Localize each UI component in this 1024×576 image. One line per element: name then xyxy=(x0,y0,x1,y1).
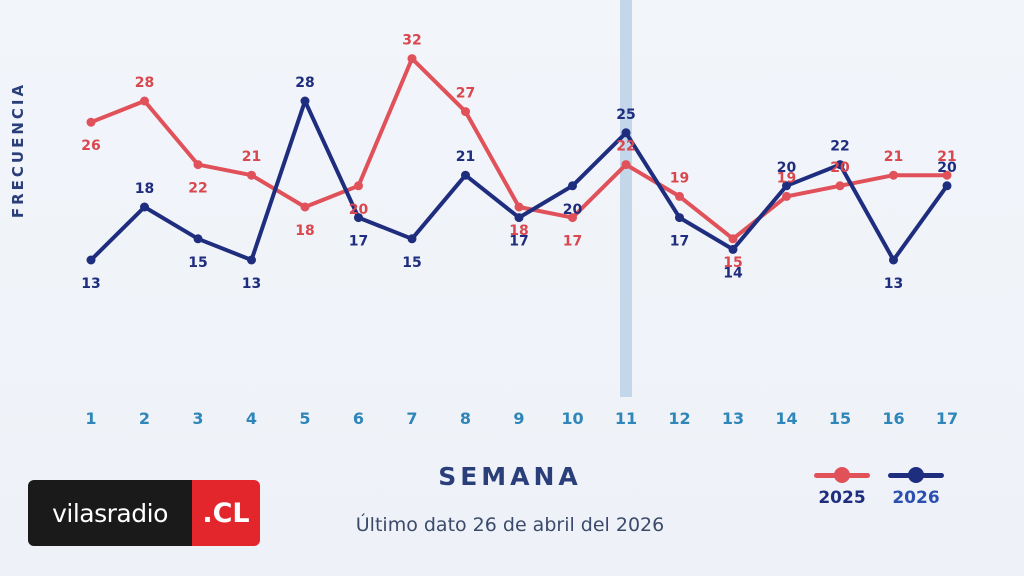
x-tick-label: 2 xyxy=(139,409,150,428)
x-tick-label: 14 xyxy=(775,409,797,428)
data-point-2025 xyxy=(889,170,898,180)
data-point-2026 xyxy=(354,213,363,223)
data-label-2025: 27 xyxy=(456,86,475,102)
data-label-2026: 20 xyxy=(563,202,583,218)
data-label-2025: 19 xyxy=(777,170,796,186)
data-label-2025: 21 xyxy=(242,149,261,165)
series-line-2025 xyxy=(89,56,949,241)
data-point-2025 xyxy=(300,202,310,212)
x-tick-label: 9 xyxy=(513,409,524,428)
data-point-2026 xyxy=(247,255,256,265)
x-tick-label: 3 xyxy=(192,409,203,428)
data-label-2026: 15 xyxy=(402,255,421,271)
data-point-2026 xyxy=(461,170,470,180)
data-point-2026 xyxy=(889,255,898,265)
x-tick-label: 17 xyxy=(936,409,958,428)
data-point-2026 xyxy=(728,244,738,254)
x-tick-label: 4 xyxy=(246,409,257,428)
data-point-2025 xyxy=(407,54,417,64)
legend-swatch-2025 xyxy=(812,466,872,484)
data-label-2025: 21 xyxy=(884,149,903,165)
data-point-2026 xyxy=(140,202,149,212)
data-label-2026: 17 xyxy=(509,234,528,250)
x-tick-label: 12 xyxy=(668,409,690,428)
logo-wordmark: vilasradio xyxy=(28,480,192,546)
data-label-2025: 15 xyxy=(723,255,742,271)
data-label-2025: 19 xyxy=(670,170,689,186)
x-tick-label: 11 xyxy=(615,409,637,428)
logo-domain: .CL xyxy=(192,480,260,546)
data-point-2026 xyxy=(407,234,417,244)
x-tick-label: 7 xyxy=(406,409,417,428)
data-label-2025: 22 xyxy=(616,139,635,155)
data-label-2026: 22 xyxy=(830,139,849,155)
data-label-2026: 13 xyxy=(81,276,100,292)
data-label-2026: 17 xyxy=(670,234,689,250)
data-label-2025: 20 xyxy=(830,160,850,176)
data-label-2026: 13 xyxy=(242,276,261,292)
data-label-2026: 14 xyxy=(723,265,743,281)
legend-swatch-2026 xyxy=(886,466,946,484)
last-update-note: Último dato 26 de abril del 2026 xyxy=(355,514,665,536)
data-point-2026 xyxy=(193,234,203,244)
data-point-2025 xyxy=(835,181,845,191)
data-label-2025: 28 xyxy=(135,75,154,91)
data-label-2025: 18 xyxy=(295,223,314,239)
x-tick-label: 13 xyxy=(722,409,744,428)
data-label-2025: 32 xyxy=(402,33,421,49)
x-tick-label: 10 xyxy=(561,409,583,428)
data-point-2026 xyxy=(514,213,524,223)
data-point-2025 xyxy=(514,202,524,212)
data-point-2026 xyxy=(782,181,791,191)
data-point-2026 xyxy=(675,213,684,223)
x-tick-label: 8 xyxy=(460,409,471,428)
data-point-2025 xyxy=(247,170,256,180)
data-point-2025 xyxy=(675,191,684,201)
x-tick-label: 6 xyxy=(353,409,364,428)
data-point-2026 xyxy=(86,255,96,265)
data-point-2025 xyxy=(728,234,738,244)
data-point-2025 xyxy=(621,160,631,170)
x-axis-label: SEMANA xyxy=(438,462,582,491)
data-point-2025 xyxy=(86,117,96,127)
data-label-2026: 17 xyxy=(349,234,368,250)
data-point-2026 xyxy=(942,181,952,191)
data-label-2026: 13 xyxy=(884,276,903,292)
data-label-2026: 21 xyxy=(456,149,475,165)
data-point-2026 xyxy=(300,96,310,106)
data-label-2026: 20 xyxy=(777,160,797,176)
legend-label-2025: 2025 xyxy=(818,488,866,508)
x-tick-label: 15 xyxy=(829,409,851,428)
data-point-2025 xyxy=(461,107,470,117)
data-label-2025: 20 xyxy=(349,202,369,218)
data-label-2026: 20 xyxy=(937,160,957,176)
data-label-2025: 18 xyxy=(509,223,528,239)
data-point-2026 xyxy=(621,128,631,138)
legend-item-2026: 2026 xyxy=(886,466,946,508)
data-label-2025: 17 xyxy=(563,234,582,250)
highlight-week-band xyxy=(620,0,632,397)
data-point-2025 xyxy=(193,160,203,170)
legend-label-2026: 2026 xyxy=(892,488,940,508)
data-point-2026 xyxy=(568,181,577,191)
x-tick-label: 5 xyxy=(299,409,310,428)
data-label-2026: 28 xyxy=(295,75,314,91)
data-point-2025 xyxy=(942,170,952,180)
data-point-2025 xyxy=(782,191,791,201)
data-point-2025 xyxy=(140,96,149,106)
x-tick-label: 16 xyxy=(882,409,904,428)
vilasradio-logo[interactable]: vilasradio .CL xyxy=(28,480,260,546)
data-label-2025: 21 xyxy=(937,149,956,165)
legend-item-2025: 2025 xyxy=(812,466,872,508)
data-label-2026: 25 xyxy=(616,107,635,123)
data-label-2025: 26 xyxy=(81,138,100,154)
x-tick-label: 1 xyxy=(85,409,96,428)
data-label-2025: 22 xyxy=(188,181,207,197)
data-label-2026: 15 xyxy=(188,255,207,271)
data-label-2026: 18 xyxy=(135,181,154,197)
data-point-2026 xyxy=(835,160,845,170)
data-point-2025 xyxy=(354,181,363,191)
data-point-2025 xyxy=(568,213,577,223)
